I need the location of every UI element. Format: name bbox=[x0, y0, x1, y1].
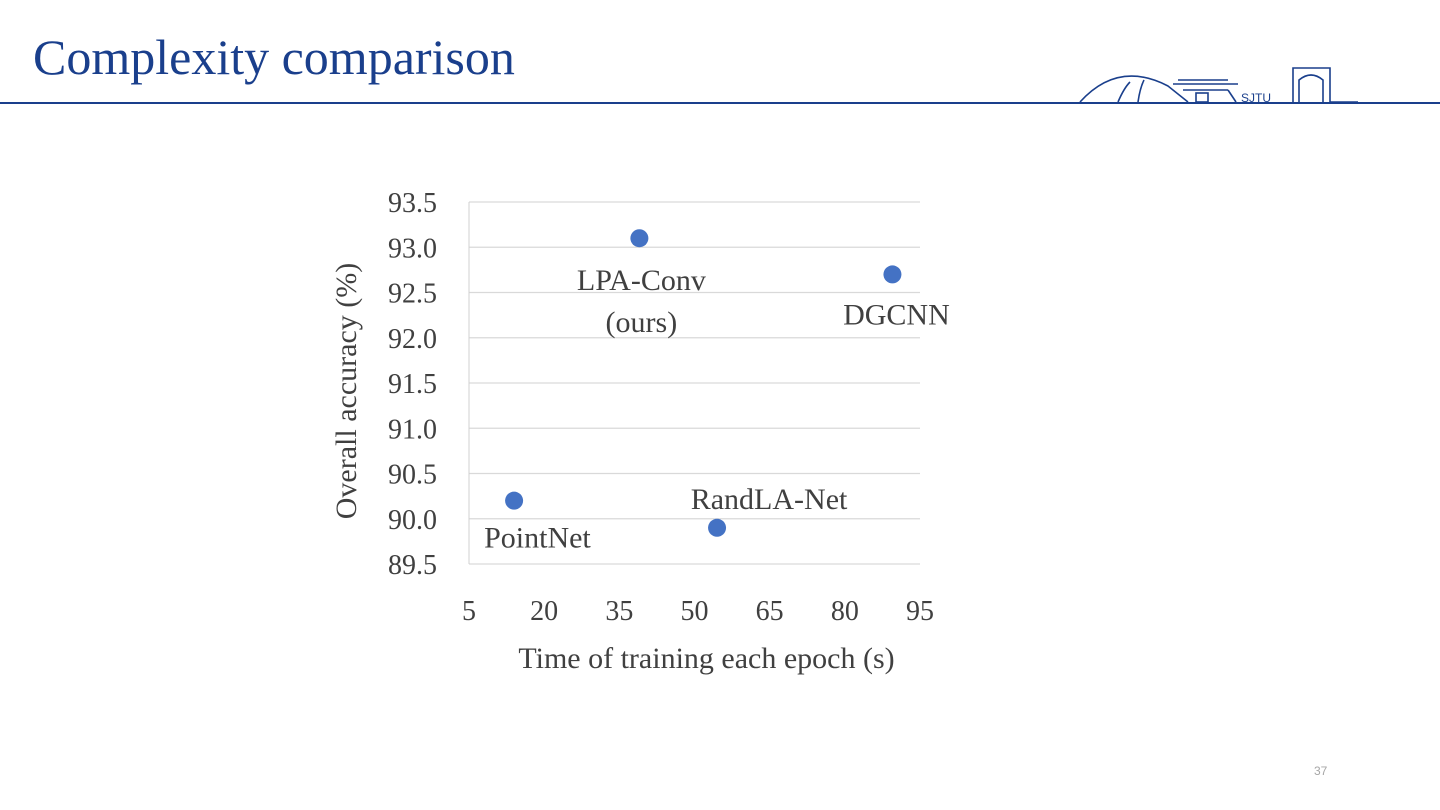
y-tick-label: 89.5 bbox=[388, 550, 437, 581]
y-tick-label: 90.5 bbox=[388, 460, 437, 491]
x-tick-label: 65 bbox=[756, 596, 784, 627]
point-label: PointNet bbox=[484, 522, 591, 555]
y-tick-label: 93.5 bbox=[388, 188, 437, 219]
y-tick-label: 91.0 bbox=[388, 414, 437, 445]
x-tick-label: 50 bbox=[681, 596, 709, 627]
y-tick-label: 90.0 bbox=[388, 505, 437, 536]
x-tick-label: 95 bbox=[906, 596, 934, 627]
logo-text: SJTU bbox=[1241, 91, 1271, 105]
y-tick-labels: 93.5 93.0 92.5 92.0 91.5 91.0 90.5 90.0 89.5 bbox=[388, 188, 437, 581]
point-lpa-conv-ours bbox=[630, 229, 649, 248]
x-tick-label: 20 bbox=[530, 596, 558, 627]
point-label: RandLA-Net bbox=[691, 483, 848, 516]
point-labels: PointNet LPA-Conv (ours) RandLA-Net DGCNN bbox=[484, 264, 950, 554]
x-tick-labels: 5 20 35 50 65 80 95 bbox=[462, 596, 934, 627]
y-tick-label: 92.0 bbox=[388, 324, 437, 355]
x-tick-label: 80 bbox=[831, 596, 859, 627]
data-points bbox=[505, 229, 902, 537]
point-label: DGCNN bbox=[843, 298, 950, 331]
gridlines bbox=[469, 201, 920, 565]
y-tick-label: 92.5 bbox=[388, 279, 437, 310]
point-dgcnn bbox=[883, 265, 902, 284]
point-label: LPA-Conv bbox=[577, 264, 706, 297]
point-randla-net bbox=[708, 518, 727, 537]
x-tick-label: 35 bbox=[605, 596, 633, 627]
y-tick-label: 91.5 bbox=[388, 369, 437, 400]
header-divider bbox=[0, 102, 1440, 104]
point-label: (ours) bbox=[606, 306, 678, 339]
y-axis-title: Overall accuracy (%) bbox=[330, 263, 363, 520]
point-pointnet bbox=[505, 491, 524, 510]
x-tick-label: 5 bbox=[462, 596, 476, 627]
x-axis-title: Time of training each epoch (s) bbox=[518, 642, 894, 675]
page-number: 37 bbox=[1314, 764, 1328, 778]
y-tick-label: 93.0 bbox=[388, 233, 437, 264]
slide-title: Complexity comparison bbox=[33, 29, 515, 85]
